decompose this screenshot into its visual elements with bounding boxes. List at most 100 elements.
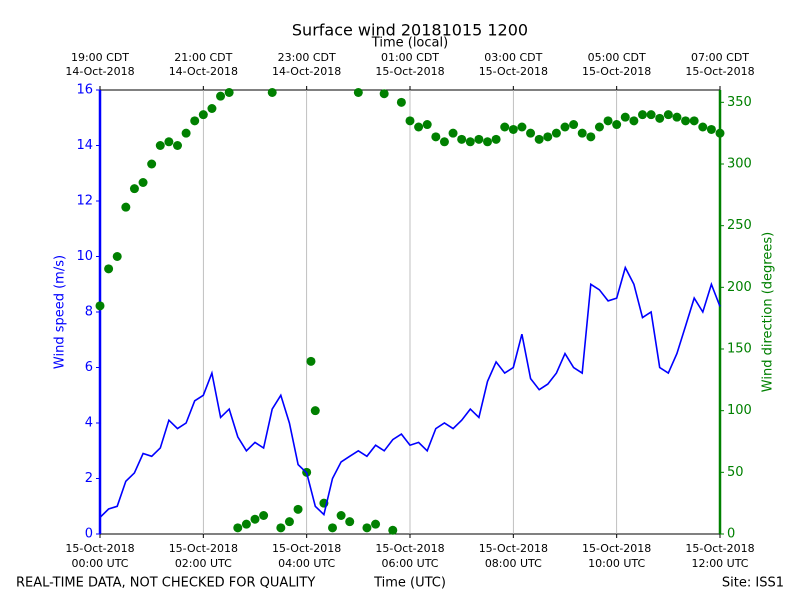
wind-direction-point: [190, 116, 200, 126]
wind-direction-point: [216, 91, 226, 101]
wind-direction-point: [689, 116, 699, 126]
wind-direction-point: [439, 137, 449, 147]
x-tick-label: 15-Oct-2018: [582, 542, 651, 555]
x-tick-label: 02:00 UTC: [175, 557, 232, 570]
wind-direction-point: [646, 110, 656, 120]
wind-direction-point: [569, 120, 579, 130]
x-tick-label: 06:00 UTC: [381, 557, 438, 570]
wind-direction-point: [250, 514, 260, 524]
wind-direction-point: [353, 87, 363, 97]
wind-direction-point: [233, 523, 243, 533]
wind-direction-point: [379, 89, 389, 99]
x-tick-label: 15-Oct-2018: [375, 542, 444, 555]
top-x-tick-label: 03:00 CDT: [484, 51, 542, 64]
wind-direction-point: [138, 178, 148, 187]
wind-direction-point: [181, 128, 191, 138]
top-x-tick-label: 15-Oct-2018: [685, 65, 754, 78]
chart-title: Surface wind 20181015 1200: [292, 21, 528, 40]
wind-direction-point: [95, 301, 105, 311]
y-tick-label: 14: [76, 138, 93, 153]
wind-direction-point: [121, 202, 131, 212]
wind-direction-point: [526, 128, 536, 138]
wind-direction-point: [267, 87, 277, 97]
wind-direction-point: [491, 134, 501, 144]
top-x-tick-label: 23:00 CDT: [278, 51, 336, 64]
wind-direction-point: [293, 504, 303, 514]
wind-direction-point: [551, 128, 561, 138]
wind-direction-point: [241, 519, 251, 529]
wind-direction-point: [198, 110, 208, 120]
y-tick-label: 8: [85, 305, 93, 320]
wind-direction-point: [164, 137, 174, 147]
wind-direction-point: [336, 511, 346, 520]
wind-direction-point: [474, 134, 484, 144]
wind-direction-point: [362, 523, 372, 533]
x-tick-label: 08:00 UTC: [485, 557, 542, 570]
wind-direction-point: [207, 104, 217, 113]
wind-direction-point: [698, 122, 708, 132]
wind-direction-point: [224, 87, 234, 97]
x-tick-label: 15-Oct-2018: [169, 542, 238, 555]
wind-direction-point: [672, 112, 682, 122]
x-tick-label: 00:00 UTC: [71, 557, 128, 570]
x-tick-label: 10:00 UTC: [588, 557, 645, 570]
y2-tick-label: 300: [727, 157, 752, 172]
wind-direction-point: [465, 137, 475, 147]
wind-direction-point: [173, 141, 182, 150]
wind-direction-point: [577, 128, 587, 138]
wind-direction-point: [543, 132, 553, 142]
top-x-tick-label: 05:00 CDT: [588, 51, 646, 64]
y2-axis-label: Wind direction (degrees): [761, 232, 776, 392]
wind-direction-point: [500, 122, 510, 132]
wind-direction-point: [371, 519, 381, 529]
wind-direction-point: [715, 128, 725, 138]
y2-tick-label: 250: [727, 218, 752, 233]
wind-direction-point: [681, 116, 691, 126]
x-tick-label: 15-Oct-2018: [685, 542, 754, 555]
wind-direction-point: [612, 120, 622, 130]
y-tick-label: 0: [85, 527, 93, 542]
y-axis-label: Wind speed (m/s): [53, 255, 68, 369]
wind-direction-point: [431, 132, 441, 142]
y2-tick-label: 50: [727, 465, 744, 480]
footer-left: REAL-TIME DATA, NOT CHECKED FOR QUALITY: [16, 576, 315, 591]
wind-direction-point: [448, 128, 458, 138]
wind-direction-point: [655, 113, 665, 123]
wind-direction-point: [663, 110, 673, 120]
top-x-tick-label: 21:00 CDT: [174, 51, 232, 64]
top-x-tick-label: 15-Oct-2018: [375, 65, 444, 78]
wind-direction-point: [422, 120, 432, 130]
wind-direction-point: [638, 110, 647, 120]
wind-direction-point: [147, 159, 157, 169]
wind-direction-point: [328, 523, 337, 533]
wind-direction-point: [405, 116, 415, 126]
wind-direction-point: [629, 116, 639, 126]
wind-direction-point: [306, 356, 316, 366]
top-x-tick-label: 14-Oct-2018: [272, 65, 341, 78]
top-x-tick-label: 07:00 CDT: [691, 51, 749, 64]
wind-direction-point: [560, 122, 570, 132]
x-tick-label: 15-Oct-2018: [479, 542, 548, 555]
y2-tick-label: 200: [727, 280, 752, 295]
y2-tick-label: 150: [727, 342, 752, 357]
wind-speed-line: [99, 265, 721, 518]
wind-direction-point: [155, 141, 165, 150]
wind-direction-point: [534, 134, 544, 144]
x-tick-label: 15-Oct-2018: [65, 542, 134, 555]
top-x-tick-label: 14-Oct-2018: [169, 65, 238, 78]
wind-direction-point: [284, 517, 294, 527]
x-axis-label: Time (UTC): [373, 576, 446, 591]
wind-direction-point: [129, 184, 139, 194]
y-tick-label: 10: [76, 249, 93, 264]
wind-direction-point: [457, 134, 467, 144]
wind-direction-point: [706, 124, 716, 134]
wind-direction-point: [517, 122, 527, 132]
wind-direction-point: [310, 406, 320, 416]
wind-direction-point: [276, 523, 286, 533]
wind-direction-point: [112, 252, 122, 261]
top-x-tick-label: 15-Oct-2018: [479, 65, 548, 78]
wind-direction-point: [483, 137, 492, 147]
top-axis-label: Time (local): [371, 36, 448, 51]
y2-tick-label: 100: [727, 403, 752, 418]
